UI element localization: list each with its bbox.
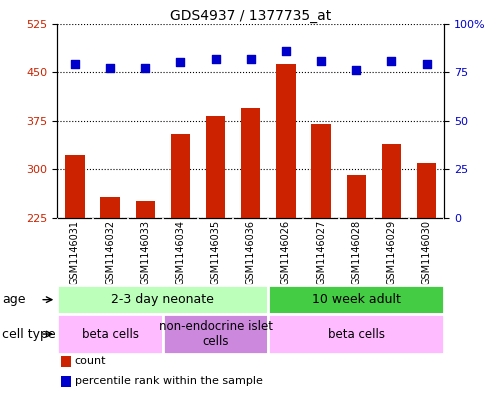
Point (177, 59, 185, 66)
Bar (206, 116, 225, 218)
Point (71, 61, 79, 68)
Point (282, 48, 290, 54)
Text: GSM1146027: GSM1146027 (316, 220, 326, 285)
Point (106, 65, 114, 72)
Bar (61, 356, 71, 367)
Bar (311, 124, 331, 218)
Bar (268, 314, 444, 354)
Bar (346, 174, 366, 218)
Point (387, 57, 395, 64)
Bar (382, 143, 401, 218)
Bar (171, 134, 190, 218)
Text: non-endocrine islet
cells: non-endocrine islet cells (159, 320, 272, 348)
Text: GSM1146030: GSM1146030 (422, 220, 432, 285)
Text: beta cells: beta cells (328, 327, 385, 341)
Point (247, 55, 255, 62)
Bar (61, 376, 71, 387)
Bar (417, 163, 436, 218)
Point (317, 57, 325, 64)
Bar (276, 64, 295, 218)
Text: GSM1146034: GSM1146034 (176, 220, 186, 285)
Bar (241, 108, 260, 218)
Bar (163, 314, 268, 354)
Text: count: count (75, 356, 106, 367)
Point (141, 65, 149, 72)
Text: cell type: cell type (2, 327, 56, 341)
Text: GSM1146032: GSM1146032 (105, 220, 115, 285)
Text: percentile rank within the sample: percentile rank within the sample (75, 376, 262, 386)
Text: 2-3 day neonate: 2-3 day neonate (111, 293, 214, 306)
Text: age: age (2, 293, 26, 306)
Bar (100, 197, 120, 218)
Bar (136, 200, 155, 218)
Point (352, 67, 360, 73)
Text: 10 week adult: 10 week adult (312, 293, 401, 306)
Bar (57, 285, 268, 314)
Title: GDS4937 / 1377735_at: GDS4937 / 1377735_at (170, 9, 331, 22)
Point (423, 61, 431, 68)
Bar (65, 155, 85, 218)
Text: GSM1146035: GSM1146035 (211, 220, 221, 285)
Text: GSM1146028: GSM1146028 (351, 220, 361, 285)
Text: GSM1146029: GSM1146029 (386, 220, 396, 285)
Text: GSM1146031: GSM1146031 (70, 220, 80, 285)
Text: beta cells: beta cells (82, 327, 139, 341)
Text: GSM1146033: GSM1146033 (140, 220, 150, 285)
Bar (57, 314, 163, 354)
Point (212, 55, 220, 62)
Bar (268, 285, 444, 314)
Text: GSM1146036: GSM1146036 (246, 220, 256, 285)
Text: GSM1146026: GSM1146026 (281, 220, 291, 285)
